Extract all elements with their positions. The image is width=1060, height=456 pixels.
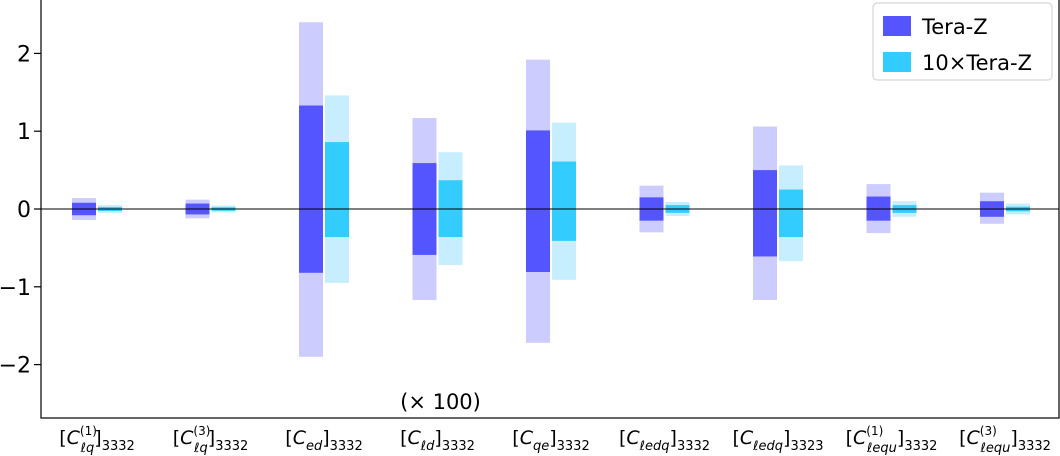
category-label-0: [C(1) ℓq]3332 (59, 424, 135, 456)
category-label-4: [Cqe]3332 (512, 427, 589, 454)
category-label-5: [Cℓedq]3332 (619, 427, 710, 454)
plot-frame (40, 0, 1060, 419)
bar-inner-s1-c2 (325, 142, 349, 238)
bar-inner-s0-c6 (753, 170, 777, 257)
category-label-8: [C(3) ℓequ]3332 (959, 424, 1051, 456)
legend-label-1: 10×Tera-Z (922, 51, 1032, 75)
category-label-1: [C(3) ℓq]3332 (173, 424, 249, 456)
bar-inner-s0-c2 (299, 105, 323, 273)
ytick-label-2: 0 (17, 198, 31, 223)
legend-box (872, 2, 1053, 81)
ytick-label-0: 2 (17, 42, 31, 67)
category-label-6: [Cℓedq]3323 (732, 427, 823, 454)
ytick-label-3: −1 (0, 276, 31, 301)
ytick-label-4: −2 (0, 354, 31, 379)
legend-swatch-1 (883, 52, 911, 72)
bar-inner-s1-c6 (779, 189, 803, 238)
y-axis: 2 1 0 −1 −2 (0, 42, 41, 379)
category-label-2: [Ced]3332 (285, 427, 362, 454)
bar-inner-s0-c4 (526, 130, 550, 273)
category-label-3: [Cℓd]3332 (400, 427, 475, 454)
bar-inner-s1-c4 (552, 161, 576, 241)
category-label-7: [C(1) ℓequ]3332 (846, 424, 938, 456)
legend-swatch-0 (883, 16, 911, 36)
legend-label-0: Tera-Z (921, 15, 988, 39)
ytick-label-1: 1 (17, 120, 31, 145)
legend: Tera-Z 10×Tera-Z (872, 2, 1053, 81)
scale-annotation: (× 100) (400, 390, 481, 414)
x-axis: [C(1) ℓq]3332 [C(3) ℓq]3332 [Ced]3332 [Cℓd]33… (59, 424, 1051, 456)
